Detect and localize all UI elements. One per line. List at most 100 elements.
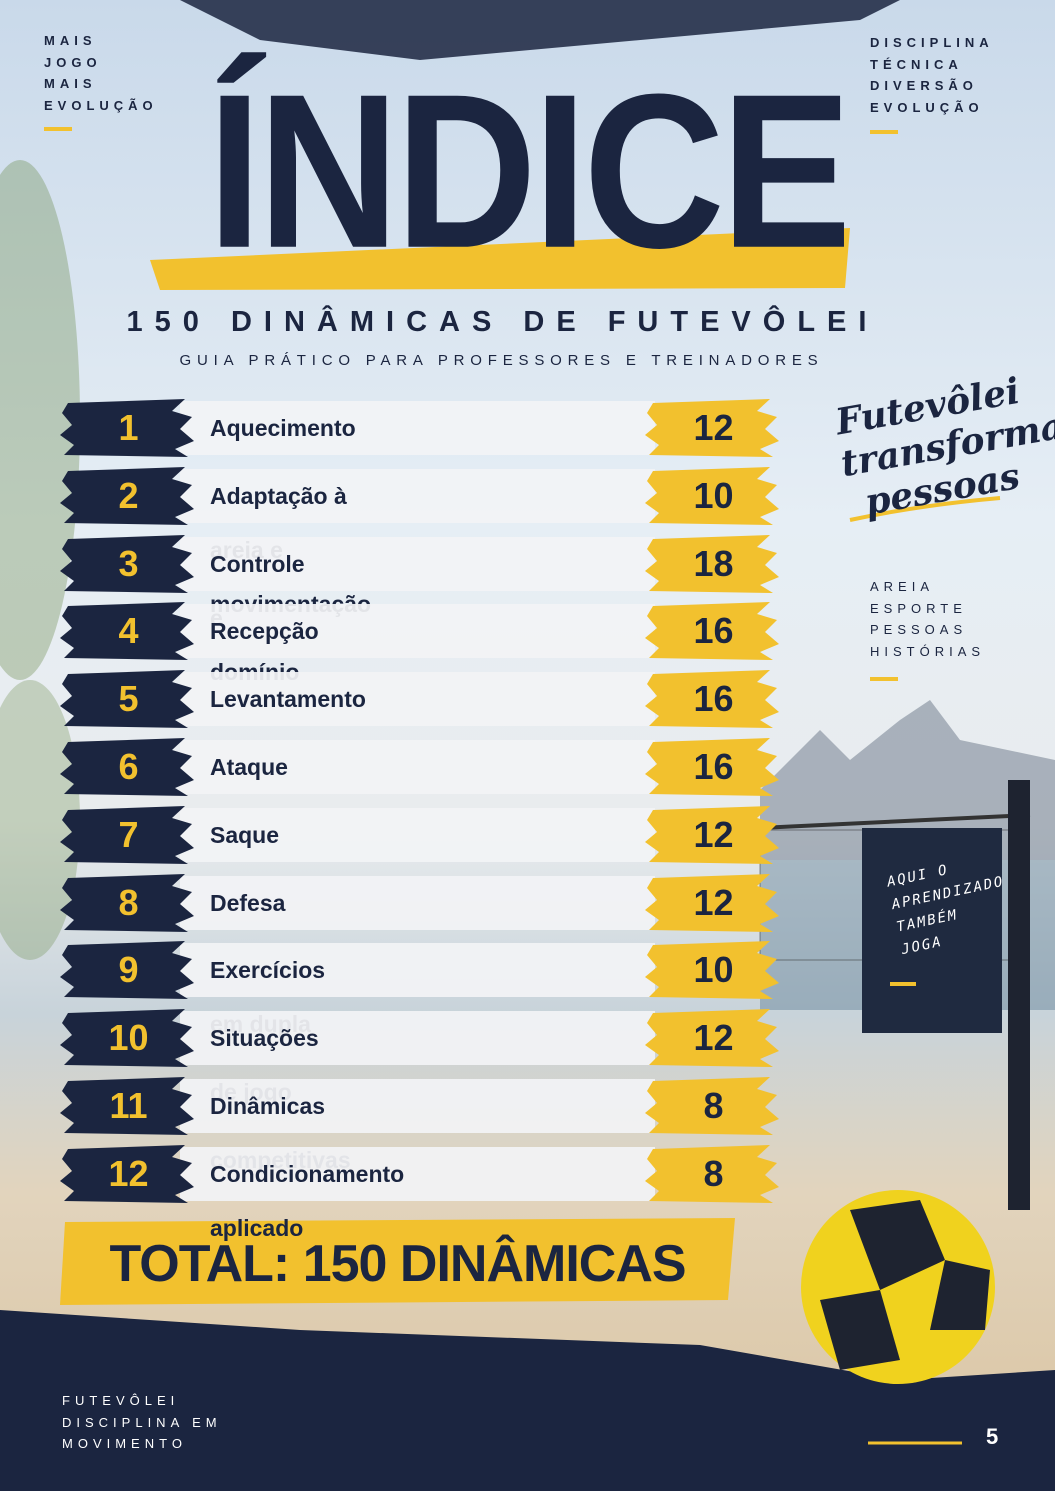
entry-number: 11 (109, 1085, 148, 1126)
corner-word: EVOLUÇÃO (44, 97, 158, 113)
brush-shape (60, 670, 194, 729)
entry-count: 12 (693, 1017, 734, 1059)
entry-number: 8 (118, 881, 139, 923)
entry-label: Defesa (210, 889, 286, 916)
row-bar (180, 468, 655, 523)
brush-shape (645, 738, 779, 796)
footer-line: MOVIMENTO (62, 1436, 187, 1451)
brush-shape (60, 873, 194, 932)
quote-underline (849, 496, 1001, 522)
entry-label: Ataque (210, 754, 288, 780)
top-brush (180, 0, 900, 60)
corner-word: MAIS (44, 33, 97, 48)
brush (60, 1144, 194, 1203)
entry-count: 16 (693, 746, 734, 787)
brush-shape (60, 1077, 194, 1135)
entry-label: Aquecimento (210, 415, 356, 441)
row-bar (180, 536, 655, 591)
corner-word: DISCIPLINA (870, 35, 994, 50)
row-bar (180, 740, 655, 794)
brush-shape (645, 466, 779, 525)
corner-word: DIVERSÃO (870, 78, 978, 93)
title-brush (150, 228, 850, 290)
brush (645, 534, 779, 593)
brush (645, 466, 779, 525)
brush-shape (60, 1144, 194, 1203)
entry-number: 4 (118, 610, 139, 652)
entry-number: 6 (118, 746, 139, 787)
brush (645, 399, 779, 457)
brush (60, 399, 194, 457)
side-word: AREIA (870, 579, 935, 594)
net-pole (1008, 780, 1030, 1210)
entry-count: 12 (693, 407, 734, 448)
mountains (760, 700, 1055, 860)
footer-brush (0, 1310, 1055, 1491)
brush (645, 738, 779, 796)
accent-line (870, 130, 898, 134)
brush-shape (645, 602, 779, 661)
brush-shape (60, 534, 194, 593)
brush (645, 805, 779, 864)
footer-line: DISCIPLINA EM (62, 1414, 222, 1430)
corner-word: MAIS (44, 76, 97, 91)
entry-count: 12 (693, 881, 734, 923)
entry-number: 10 (108, 1017, 149, 1059)
title: ÍNDICE (207, 48, 851, 294)
entry-number: 1 (118, 407, 139, 448)
entry-label: Levantamento (210, 686, 366, 713)
accent-line (870, 677, 898, 681)
brush (60, 805, 194, 864)
entry-number: 9 (118, 949, 139, 991)
total-brush (60, 1218, 735, 1305)
row-bar (180, 672, 655, 727)
brush-shape (60, 1009, 194, 1068)
entry-number: 2 (118, 474, 139, 516)
brush (645, 670, 779, 729)
footer: FUTEVÔLEI DISCIPLINA EM MOVIMENTO (62, 1390, 222, 1455)
brush (60, 1009, 194, 1068)
brush (60, 1077, 194, 1135)
side-word: HISTÓRIAS (870, 643, 986, 659)
brush (645, 602, 779, 661)
ball-patch (820, 1290, 900, 1370)
palm (0, 680, 80, 960)
entry-number: 12 (108, 1152, 149, 1194)
brush-shape (60, 466, 194, 525)
brush-shape (645, 1009, 779, 1068)
ball-patch (930, 1260, 990, 1330)
accent-line (890, 982, 916, 986)
brush (645, 873, 779, 932)
brush-shape (645, 399, 779, 457)
row-bar (180, 943, 655, 998)
brush-shape (645, 805, 779, 864)
footer-line: FUTEVÔLEI (62, 1393, 180, 1408)
brush-shape (645, 873, 779, 932)
net-top (759, 813, 1031, 830)
row-bar (180, 1146, 655, 1201)
page-number: 5 (986, 1424, 999, 1449)
entry-count: 10 (693, 949, 734, 991)
brush (60, 738, 194, 796)
entry-number: 5 (118, 678, 139, 720)
brush (645, 1077, 779, 1135)
brush-shape (645, 1077, 779, 1135)
row-bar (180, 875, 655, 930)
brush-shape (645, 941, 779, 1000)
entry-label: Condicionamento aplicado (210, 1160, 405, 1241)
total: TOTAL: 150 DINÂMICAS (109, 1235, 686, 1293)
side-word: PESSOAS (870, 622, 968, 637)
brush (60, 602, 194, 661)
brush (60, 534, 194, 593)
row-bar (180, 1011, 655, 1066)
entry-count: 8 (703, 1085, 724, 1126)
brush (645, 941, 779, 1000)
brush-shape (645, 1144, 779, 1203)
corner-word: EVOLUÇÃO (870, 99, 984, 115)
entry-count: 16 (693, 610, 734, 652)
corner-top-left: MAIS JOGO MAIS EVOLUÇÃO (44, 30, 158, 116)
brush (645, 1009, 779, 1068)
entry-label: Recepção (210, 618, 319, 645)
